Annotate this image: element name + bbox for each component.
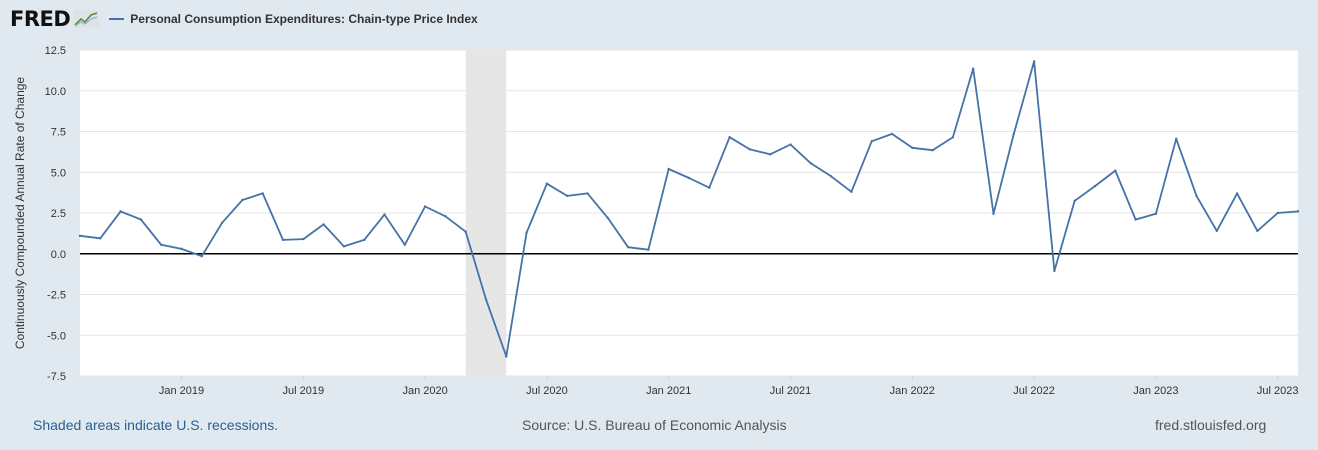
x-tick-label: Jul 2021 <box>770 385 812 397</box>
y-tick-label: 0.0 <box>51 249 66 261</box>
data-point <box>464 230 467 233</box>
y-tick-label: 10.0 <box>45 86 66 98</box>
x-tick-label: Jan 2020 <box>402 385 447 397</box>
legend-label[interactable]: Personal Consumption Expenditures: Chain… <box>130 12 478 26</box>
data-point <box>119 210 122 213</box>
data-point <box>220 221 224 224</box>
data-point <box>302 237 305 241</box>
data-point <box>403 243 406 246</box>
data-point <box>1154 212 1158 216</box>
data-point <box>890 132 894 136</box>
data-point <box>444 215 447 218</box>
data-point <box>1073 199 1076 202</box>
x-tick-label: Jan 2023 <box>1133 385 1178 397</box>
y-tick-label: -7.5 <box>47 371 66 383</box>
data-point <box>992 212 995 216</box>
x-tick-label: Jul 2020 <box>526 385 568 397</box>
y-tick-label: 12.5 <box>45 45 66 57</box>
data-point <box>342 245 346 248</box>
data-point <box>769 153 772 156</box>
data-point <box>931 149 934 152</box>
x-tick-label: Jul 2023 <box>1257 385 1299 397</box>
data-point <box>708 186 711 189</box>
data-point <box>180 247 183 251</box>
y-axis-label: Continuously Compounded Annual Rate of C… <box>13 77 27 350</box>
data-point <box>667 167 670 171</box>
x-tick-label: Jan 2021 <box>646 385 691 397</box>
data-point <box>951 136 955 139</box>
data-point <box>78 234 82 238</box>
data-point <box>139 218 143 221</box>
data-point <box>911 146 914 149</box>
data-point <box>1032 60 1036 63</box>
data-point <box>1053 269 1056 273</box>
data-point <box>525 231 528 234</box>
data-point <box>505 355 508 358</box>
recession-note[interactable]: Shaded areas indicate U.S. recessions. <box>33 417 279 433</box>
y-tick-label: 7.5 <box>51 127 66 139</box>
data-point <box>728 136 731 139</box>
data-point <box>322 223 325 226</box>
data-point <box>1215 229 1219 233</box>
data-point <box>484 298 488 301</box>
x-tick-label: Jul 2019 <box>283 385 325 397</box>
y-tick-label: 5.0 <box>51 167 66 179</box>
y-tick-label: 2.5 <box>51 208 66 220</box>
data-point <box>566 194 569 198</box>
data-point <box>1235 192 1239 195</box>
fred-logo[interactable]: FRED <box>10 7 100 31</box>
data-point <box>261 192 264 195</box>
site-link[interactable]: fred.stlouisfed.org <box>1155 417 1267 433</box>
data-point <box>1114 169 1117 172</box>
x-tick-label: Jan 2019 <box>159 385 204 397</box>
data-point <box>200 254 203 258</box>
chart-trend-icon <box>73 10 100 28</box>
source-note: Source: U.S. Bureau of Economic Analysis <box>522 417 787 433</box>
data-point <box>1195 194 1198 198</box>
data-point <box>1276 211 1279 215</box>
legend-swatch <box>109 18 125 20</box>
data-point <box>1012 132 1015 136</box>
chart-header: FRED Personal Consumption Expenditures: … <box>10 6 478 32</box>
data-point <box>363 238 366 242</box>
data-point <box>850 190 853 194</box>
logo-text: FRED <box>10 7 71 31</box>
x-tick-label: Jul 2022 <box>1013 385 1055 397</box>
data-point <box>626 246 630 249</box>
data-point <box>1175 137 1178 141</box>
data-point <box>647 248 650 251</box>
data-point <box>545 182 549 185</box>
data-point <box>160 243 163 246</box>
data-point <box>1296 210 1300 213</box>
y-tick-label: -2.5 <box>47 290 66 302</box>
chart-legend: Personal Consumption Expenditures: Chain… <box>109 12 478 26</box>
data-point <box>789 143 792 146</box>
data-point <box>1256 229 1259 233</box>
data-point <box>972 67 975 70</box>
data-point <box>829 175 833 178</box>
data-point <box>281 238 285 242</box>
data-point <box>383 213 386 216</box>
data-point <box>870 140 873 143</box>
x-tick-label: Jan 2022 <box>890 385 935 397</box>
data-point <box>99 237 102 240</box>
data-point <box>748 148 752 151</box>
y-tick-label: -5.0 <box>47 330 66 342</box>
data-point <box>586 192 589 195</box>
line-chart: 12.5 10.0 7.5 5.0 2.5 0.0 -2.5 -5.0 -7.5 Jan 201… <box>13 45 1300 397</box>
data-point <box>1134 218 1137 221</box>
data-point <box>687 176 691 180</box>
data-point <box>241 198 244 202</box>
data-point <box>423 205 427 208</box>
data-point <box>606 216 609 220</box>
data-point <box>809 162 812 165</box>
data-point <box>1093 184 1097 188</box>
